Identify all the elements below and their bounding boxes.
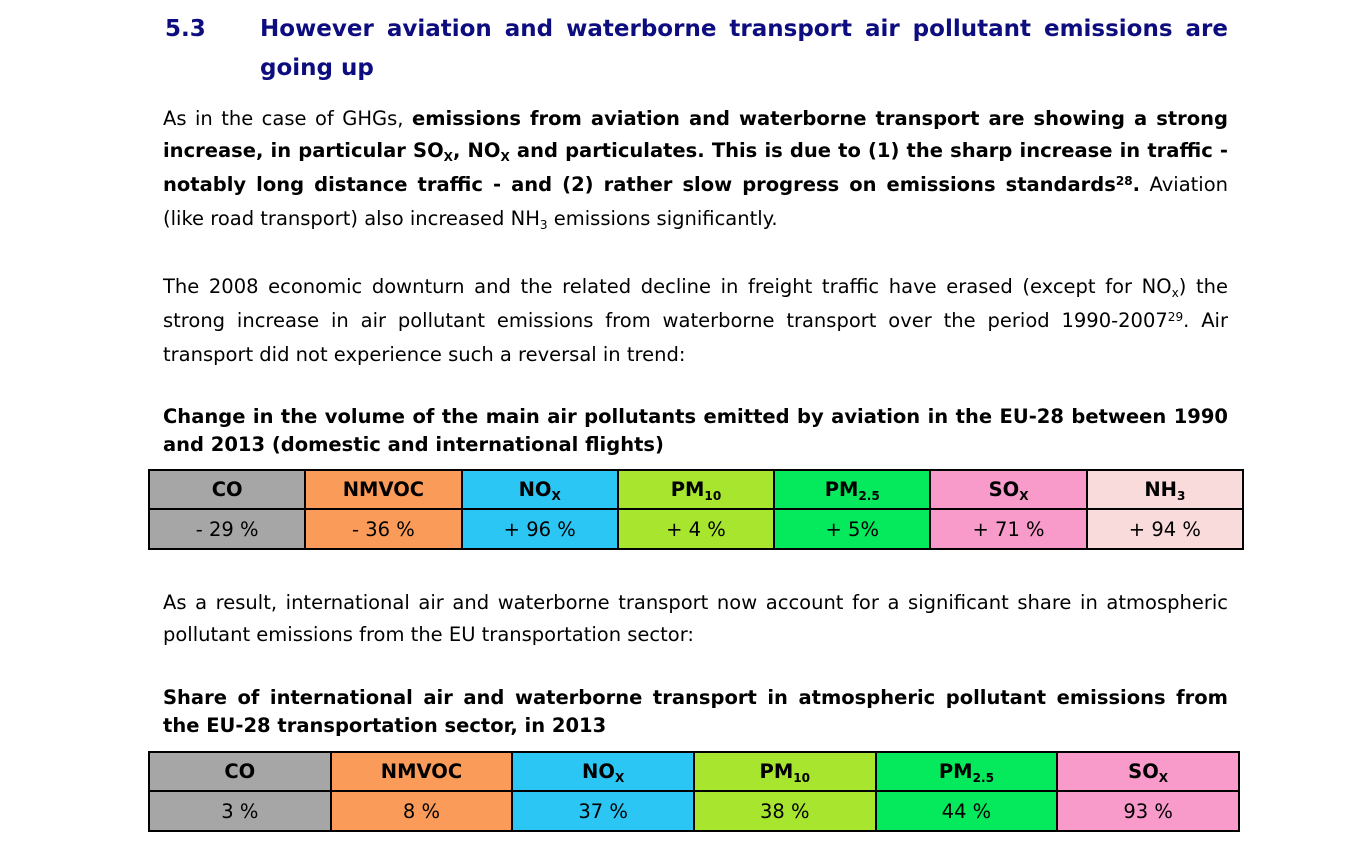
table1-value-nh3: + 94 % <box>1085 508 1245 550</box>
table1-header-row: CO NMVOC NOX PM10 PM2.5 SOX NH3 <box>147 469 1245 510</box>
section-title: However aviation and waterborne transpor… <box>260 16 1228 81</box>
table1-value-nox: + 96 % <box>460 508 619 550</box>
paragraph-significant-share: As a result, international air and water… <box>163 591 1228 646</box>
table1-value-row: - 29 % - 36 % + 96 % + 4 % + 5% + 71 % +… <box>147 508 1245 550</box>
table2-header-pm10: PM10 <box>692 751 877 792</box>
table2-value-sox: 93 % <box>1056 790 1240 832</box>
table2-value-co: 3 % <box>148 790 332 832</box>
table1-header-nmvoc: NMVOC <box>304 469 463 510</box>
table1-header-nh3: NH3 <box>1085 469 1245 510</box>
table1-header-pm25: PM2.5 <box>773 469 932 510</box>
table2-header-nox: NOX <box>511 751 695 792</box>
section-number: 5.3 <box>165 16 206 42</box>
table1-value-nmvoc: - 36 % <box>304 508 463 550</box>
table2-header-nmvoc: NMVOC <box>329 751 514 792</box>
table2-value-pm10: 38 % <box>692 790 877 832</box>
paragraph-ghg-emissions: As in the case of GHGs, emissions from a… <box>163 107 1228 232</box>
table2-header-sox: SOX <box>1056 751 1240 792</box>
table1-value-pm10: + 4 % <box>616 508 776 550</box>
table2-value-nmvoc: 8 % <box>329 790 514 832</box>
table-aviation-change: CO NMVOC NOX PM10 PM2.5 SOX NH3 - 29 % -… <box>147 469 1245 550</box>
paragraph-2008-downturn: The 2008 economic downturn and the relat… <box>163 275 1228 366</box>
table2-value-row: 3 % 8 % 37 % 38 % 44 % 93 % <box>148 790 1240 832</box>
table2-header-pm25: PM2.5 <box>874 751 1059 792</box>
table1-header-sox: SOX <box>929 469 1088 510</box>
table2-value-nox: 37 % <box>511 790 695 832</box>
table2-header-row: CO NMVOC NOX PM10 PM2.5 SOX <box>148 751 1240 792</box>
table2-caption: Share of international air and waterborn… <box>163 686 1228 737</box>
table1-header-pm10: PM10 <box>616 469 776 510</box>
document-page: 5.3 However aviation and waterborne tran… <box>147 10 1245 832</box>
table1-value-sox: + 71 % <box>929 508 1088 550</box>
section-heading: 5.3 However aviation and waterborne tran… <box>165 10 1228 88</box>
table2-value-pm25: 44 % <box>874 790 1059 832</box>
table1-value-pm25: + 5% <box>773 508 932 550</box>
table1-header-co: CO <box>147 469 307 510</box>
table1-caption: Change in the volume of the main air pol… <box>163 405 1228 456</box>
table1-value-co: - 29 % <box>147 508 307 550</box>
table1-header-nox: NOX <box>460 469 619 510</box>
table-share-2013: CO NMVOC NOX PM10 PM2.5 SOX 3 % 8 % 37 %… <box>148 751 1240 832</box>
table2-header-co: CO <box>148 751 332 792</box>
